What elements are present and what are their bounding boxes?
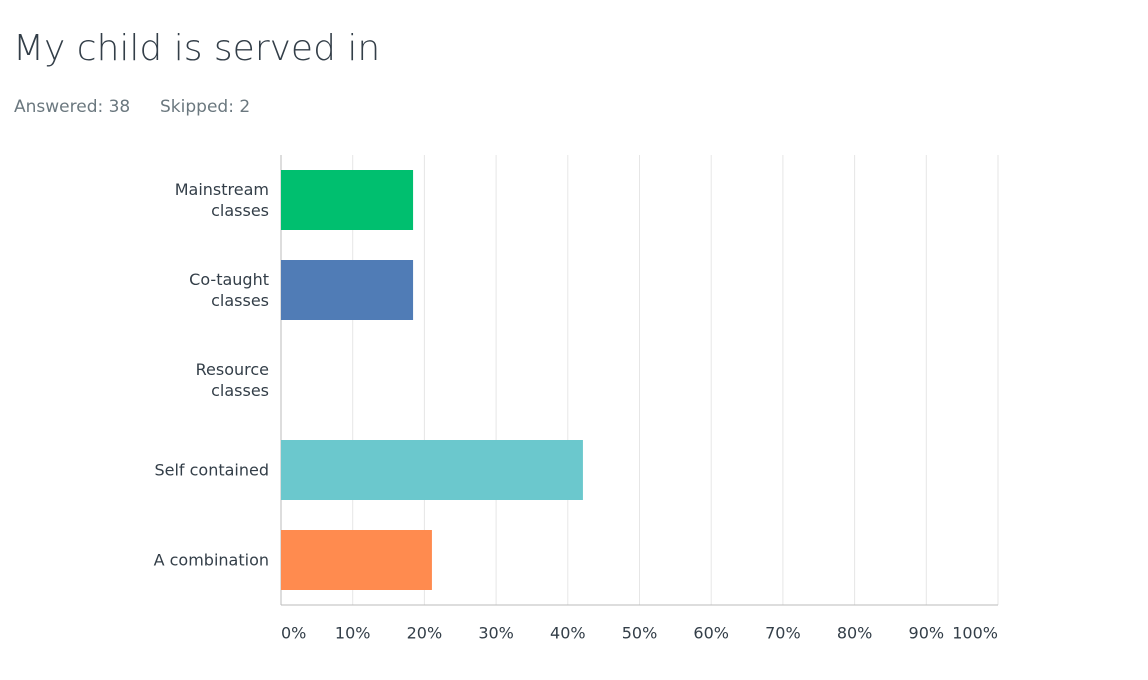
x-tick-label: 0% [281,624,306,643]
x-tick-label: 50% [622,624,658,643]
x-tick-label: 40% [550,624,586,643]
x-tick-label: 20% [407,624,443,643]
y-tick-label: Co-taught classes [189,270,269,310]
bar [281,170,414,230]
x-tick-label: 10% [335,624,371,643]
bar [281,260,414,320]
y-tick-label: A combination [153,550,269,570]
x-tick-label: 90% [909,624,945,643]
y-tick-label: Mainstream classes [174,180,269,220]
bar [281,440,583,500]
x-tick-label: 80% [837,624,873,643]
chart-title: My child is served in [13,28,381,69]
x-tick-label: 100% [952,624,998,643]
skipped-count: Skipped: 2 [160,97,251,117]
x-tick-label: 70% [765,624,801,643]
y-tick-label: Self contained [154,460,269,480]
x-tick-label: 30% [478,624,514,643]
y-tick-label: Resource classes [195,360,269,400]
bar [281,530,432,590]
x-tick-label: 60% [693,624,729,643]
answered-count: Answered: 38 [14,97,131,117]
